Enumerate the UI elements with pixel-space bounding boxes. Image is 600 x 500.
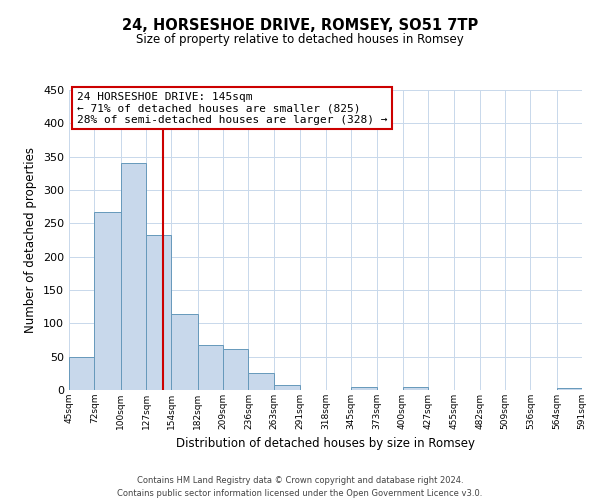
Bar <box>94 212 121 390</box>
X-axis label: Distribution of detached houses by size in Romsey: Distribution of detached houses by size … <box>176 438 475 450</box>
Bar <box>223 350 248 390</box>
Bar <box>403 388 428 390</box>
Bar <box>274 386 300 390</box>
Text: 24 HORSESHOE DRIVE: 145sqm
← 71% of detached houses are smaller (825)
28% of sem: 24 HORSESHOE DRIVE: 145sqm ← 71% of deta… <box>77 92 387 124</box>
Text: Size of property relative to detached houses in Romsey: Size of property relative to detached ho… <box>136 32 464 46</box>
Bar <box>121 164 146 390</box>
Bar <box>69 356 94 390</box>
Bar <box>198 346 223 390</box>
Y-axis label: Number of detached properties: Number of detached properties <box>25 147 37 333</box>
Text: Contains HM Land Registry data © Crown copyright and database right 2024.
Contai: Contains HM Land Registry data © Crown c… <box>118 476 482 498</box>
Bar <box>557 388 582 390</box>
Text: 24, HORSESHOE DRIVE, ROMSEY, SO51 7TP: 24, HORSESHOE DRIVE, ROMSEY, SO51 7TP <box>122 18 478 32</box>
Bar <box>351 386 377 390</box>
Bar <box>172 314 198 390</box>
Bar <box>248 374 274 390</box>
Bar <box>146 236 172 390</box>
